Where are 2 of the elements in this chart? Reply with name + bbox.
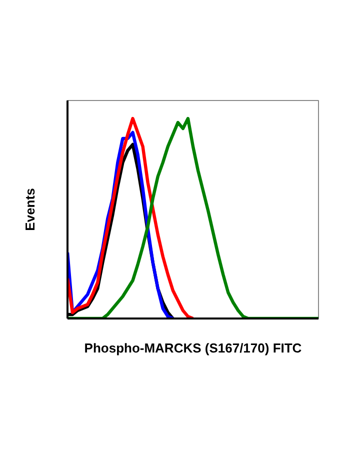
- y-axis-title: Events: [22, 188, 38, 231]
- x-axis-title: Phospho-MARCKS (S167/170) FITC: [84, 340, 302, 356]
